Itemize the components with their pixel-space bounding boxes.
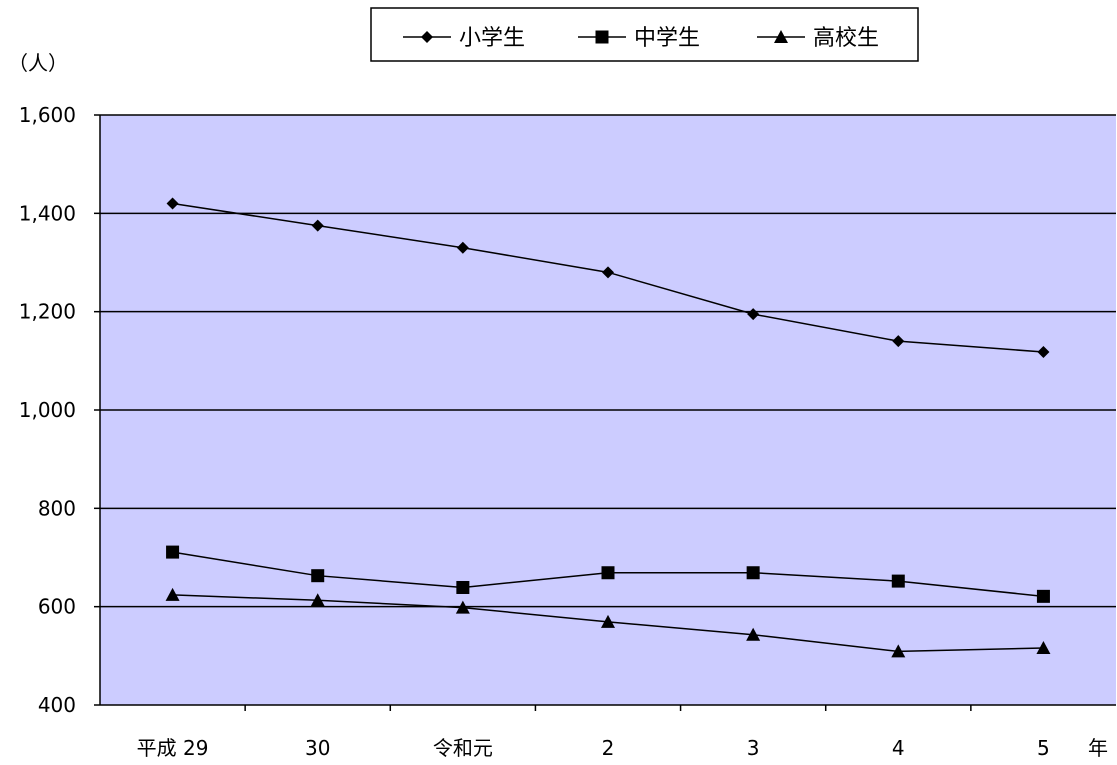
x-axis-unit-label: 年: [1088, 736, 1108, 760]
y-tick-label: 1,000: [19, 398, 76, 422]
data-point: [746, 566, 760, 580]
legend: 小学生 中学生 高校生: [370, 7, 919, 62]
legend-box: [370, 7, 919, 62]
data-point: [602, 266, 614, 279]
legend-label: 中学生: [634, 26, 700, 51]
data-point: [892, 335, 905, 348]
x-tick-label: 3: [747, 736, 760, 760]
axes: 400 600 800 1,000 1,200 1,400 1,600 平成 29 30 令和元 2…: [19, 103, 1116, 760]
data-point: [310, 593, 325, 607]
y-tick-label: 800: [38, 496, 76, 520]
legend-marker: [595, 30, 609, 44]
data-point: [311, 569, 325, 583]
data-point: [456, 241, 469, 254]
data-point: [311, 219, 324, 232]
data-point: [1036, 589, 1050, 603]
data-point: [166, 197, 179, 210]
legend-marker: [421, 31, 433, 43]
data-point: [165, 587, 180, 601]
x-tick-label: 30: [305, 736, 330, 760]
x-tick-label: 2: [602, 736, 615, 760]
x-tick-label: 4: [892, 736, 905, 760]
data-point: [455, 600, 470, 614]
x-tick-label: 平成 29: [137, 736, 209, 760]
legend-label: 小学生: [459, 26, 525, 51]
y-tick-label: 1,200: [19, 300, 76, 324]
x-tick-label: 令和元: [433, 736, 493, 760]
y-tick-label: 600: [38, 595, 76, 619]
x-tick-label: 5: [1037, 736, 1050, 760]
y-axis-unit-label: （人）: [8, 51, 68, 75]
data-point: [601, 566, 615, 580]
data-point: [746, 627, 761, 641]
data-point: [456, 580, 470, 594]
y-tick-label: 400: [38, 693, 76, 717]
data-point: [1036, 640, 1051, 654]
data-point: [747, 308, 760, 321]
data-point: [891, 644, 906, 658]
legend-label: 高校生: [813, 26, 879, 51]
data-point: [166, 545, 180, 559]
y-tick-label: 1,600: [19, 103, 76, 127]
data-point: [891, 574, 905, 588]
y-tick-label: 1,400: [19, 201, 76, 225]
legend-marker: [774, 30, 788, 43]
data-point: [601, 614, 615, 628]
data-point: [1037, 345, 1050, 358]
plot-area: [100, 114, 1116, 705]
series-group: [165, 197, 1051, 658]
